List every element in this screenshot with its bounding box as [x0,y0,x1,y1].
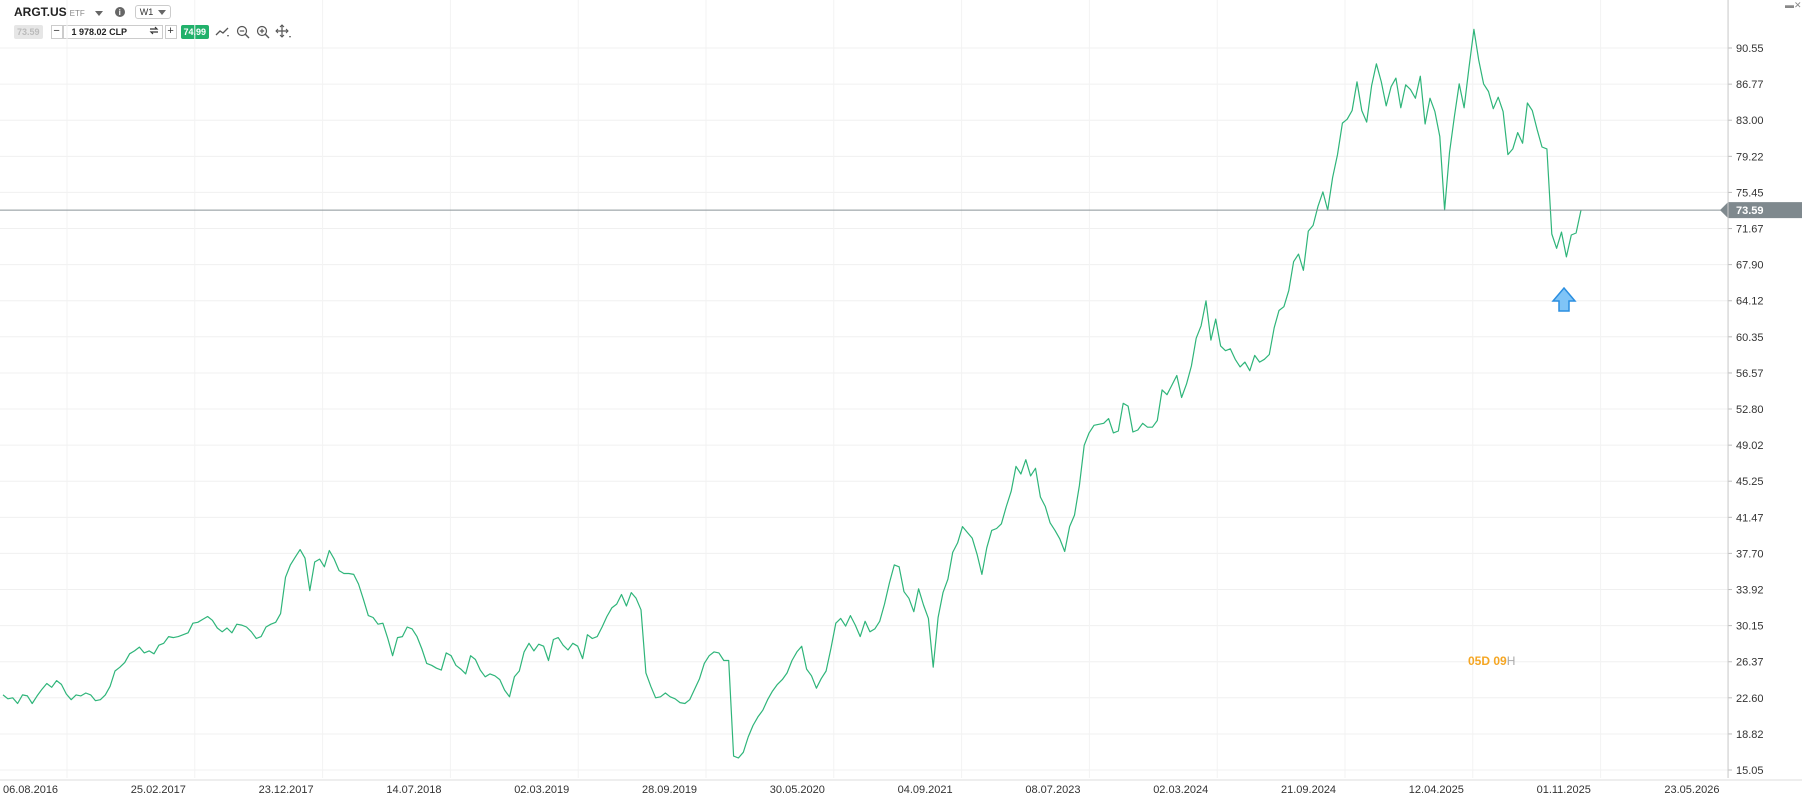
y-tick-label: 52.80 [1736,404,1764,416]
x-tick-label: 02.03.2024 [1153,784,1208,796]
current-price-tag [1720,202,1802,219]
x-tick-label: 28.09.2019 [642,784,697,796]
countdown-hours: 09 [1493,654,1507,668]
x-tick-label: 23.12.2017 [259,784,314,796]
price-axis: 90.55 86.77 83.00 79.22 75.45 71.67 67.90 64.12… [1727,0,1764,778]
candle-countdown: 05D 09H [1468,654,1515,668]
increase-quantity-button[interactable]: + [164,24,177,39]
countdown-hours-unit: H [1506,654,1516,668]
x-tick-label: 14.07.2018 [386,784,441,796]
current-price-label: 73.59 [1736,205,1764,217]
y-tick-label: 83.00 [1736,115,1764,127]
countdown-days-unit: D [1481,654,1491,668]
y-tick-label: 60.35 [1736,332,1764,344]
y-tick-label: 67.90 [1736,260,1764,272]
x-tick-label: 12.04.2025 [1409,784,1464,796]
zoom-in-icon[interactable] [255,24,271,39]
y-tick-label: 90.55 [1736,43,1764,55]
x-tick-label: 06.08.2016 [3,784,58,796]
instrument-header: ARGT.US ETF i W1 [14,3,171,21]
sell-button[interactable]: 73.59 [14,24,43,39]
crosshair-icon[interactable] [275,24,292,39]
timeframe-select[interactable]: W1 [134,5,171,19]
x-tick-label: 02.03.2019 [514,784,569,796]
chart-type-icon[interactable] [215,24,231,39]
y-tick-label: 49.02 [1736,440,1764,452]
quantity-value: 1 978.02 CLP [71,26,128,37]
symbol-label[interactable]: ARGT.US [14,5,67,19]
x-tick-label: 01.11.2025 [1537,784,1591,796]
current-price-marker: 73.59 [0,202,1802,219]
decrease-quantity-button[interactable]: − [50,24,63,39]
x-tick-label: 30.05.2020 [770,784,825,796]
x-tick-label: 23.05.2026 [1664,784,1719,796]
buy-signal-arrow-icon[interactable] [1551,286,1577,312]
info-icon[interactable]: i [114,7,125,17]
y-tick-label: 64.12 [1736,296,1764,308]
y-tick-label: 75.45 [1736,187,1764,199]
symbol-dropdown-button[interactable] [94,5,103,19]
zoom-out-icon[interactable] [235,24,251,39]
time-axis: 06.08.2016 25.02.2017 23.12.2017 14.07.2018… [0,779,1802,796]
price-series [2,28,1582,759]
y-tick-label: 33.92 [1736,585,1764,597]
y-tick-label: 22.60 [1736,693,1764,705]
y-tick-label: 15.05 [1736,765,1764,777]
y-tick-label: 37.70 [1736,548,1764,560]
x-tick-label: 21.09.2024 [1281,784,1336,796]
asset-type-label: ETF [69,9,85,18]
y-tick-label: 18.82 [1736,729,1764,741]
y-tick-label: 71.67 [1736,224,1764,236]
y-tick-label: 26.37 [1736,657,1764,669]
price-line [2,28,1582,759]
x-tick-label: 08.07.2023 [1025,784,1080,796]
quantity-field[interactable]: 1 978.02 CLP [62,24,163,39]
timeframe-value: W1 [139,7,154,17]
x-tick-label: 04.09.2021 [898,784,953,796]
y-tick-label: 30.15 [1736,621,1764,633]
swap-icon[interactable] [149,26,159,37]
countdown-days: 05 [1468,654,1482,668]
y-tick-label: 86.77 [1736,79,1764,91]
chevron-down-icon [157,9,166,15]
y-tick-label: 45.25 [1736,476,1764,488]
close-icon[interactable]: ✕ [1794,0,1802,10]
y-tick-label: 56.57 [1736,368,1764,380]
chevron-down-icon [94,11,103,16]
minimize-icon[interactable]: ▬ [1785,0,1794,10]
y-tick-label: 41.47 [1736,512,1764,524]
x-tick-label: 25.02.2017 [131,784,186,796]
y-tick-label: 79.22 [1736,151,1764,163]
